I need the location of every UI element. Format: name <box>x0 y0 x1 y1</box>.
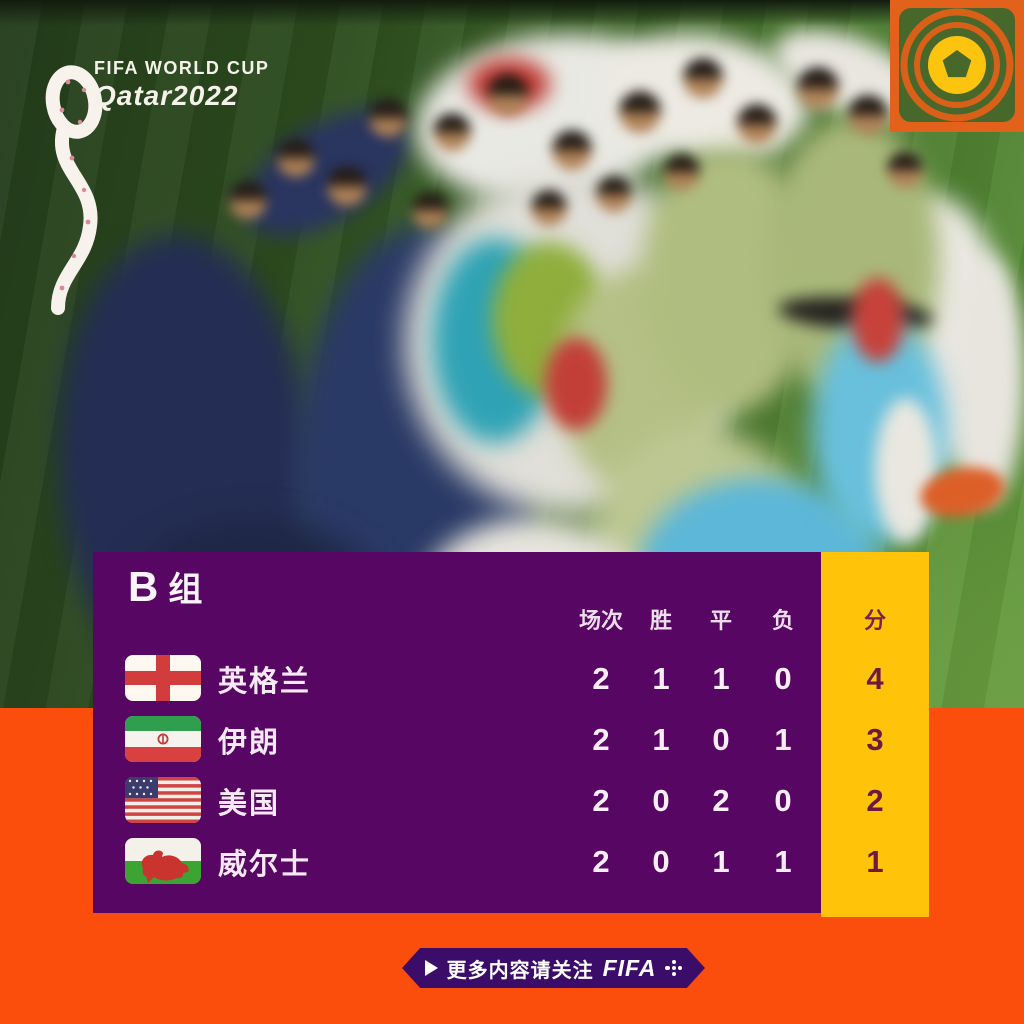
photo-player-head <box>552 130 592 170</box>
photo-player-head <box>683 58 723 98</box>
table-row-england: 英格兰 2 1 1 0 4 <box>93 648 929 709</box>
stat-played: 2 <box>592 660 610 696</box>
photo-player-head <box>619 91 661 133</box>
stat-played: 2 <box>592 843 610 879</box>
usa-flag-icon <box>125 777 201 823</box>
group-standings-table: B 组 场次 胜 平 负 分 英格兰 2 1 1 0 4 <box>93 552 929 917</box>
group-suffix: 组 <box>168 571 203 609</box>
qatar2022-emblem-icon <box>45 65 103 315</box>
stat-drawn: 0 <box>712 721 730 757</box>
photo-player-head <box>664 154 700 190</box>
photo-player-head <box>596 176 632 212</box>
follow-fifa-banner[interactable]: 更多内容请关注 FIFA <box>402 948 705 988</box>
stat-won: 1 <box>652 660 670 696</box>
photo-player-head <box>487 74 529 116</box>
world-cup-subtitle: Qatar2022 <box>94 80 239 111</box>
points-column-background <box>821 552 929 917</box>
play-icon <box>424 960 438 976</box>
stat-drawn: 1 <box>712 843 730 879</box>
fifa-brand: FIFA <box>602 954 657 981</box>
photo-player-head <box>369 99 407 137</box>
photo-player-head <box>737 104 777 144</box>
column-header-drawn: 平 <box>709 608 732 633</box>
photo-figure-blob <box>945 255 1024 505</box>
football-badge-icon <box>890 0 1024 132</box>
table-row-wales: 威尔士 2 0 1 1 1 <box>93 831 929 892</box>
stat-points: 4 <box>866 660 884 696</box>
stat-won: 0 <box>652 843 670 879</box>
photo-figure-blob <box>875 398 937 543</box>
photo-player-head <box>531 190 567 226</box>
photo-player-head <box>848 95 888 135</box>
photo-figure-blob <box>545 338 607 430</box>
stat-played: 2 <box>592 721 610 757</box>
group-title: B 组 <box>128 562 202 611</box>
column-header-points: 分 <box>863 608 886 633</box>
stat-won: 1 <box>652 721 670 757</box>
team-name: 美国 <box>218 787 281 820</box>
team-name: 伊朗 <box>218 726 281 759</box>
world-cup-logo: FIFA WORLD CUP Qatar2022 <box>28 30 288 320</box>
stat-points: 1 <box>866 843 884 879</box>
stat-lost: 0 <box>774 660 792 696</box>
stat-played: 2 <box>592 782 610 818</box>
stat-points: 2 <box>866 782 884 818</box>
stat-lost: 1 <box>774 721 792 757</box>
table-row-usa: 美国 2 0 2 0 2 <box>93 770 929 831</box>
team-name: 英格兰 <box>218 665 312 698</box>
stat-drawn: 2 <box>712 782 730 818</box>
table-background <box>93 552 821 913</box>
fifa-plus-icon <box>665 959 683 977</box>
stat-drawn: 1 <box>712 660 730 696</box>
stat-won: 0 <box>652 782 670 818</box>
photo-player-head <box>229 181 267 219</box>
wales-flag-icon <box>125 838 201 884</box>
photo-player-head <box>277 139 315 177</box>
column-header-lost: 负 <box>771 608 794 633</box>
banner-text: 更多内容请关注 <box>446 959 594 982</box>
photo-player-head <box>412 192 448 228</box>
stat-points: 3 <box>866 721 884 757</box>
photo-player-head <box>327 166 367 206</box>
world-cup-title: FIFA WORLD CUP <box>94 58 270 78</box>
group-letter: B <box>128 563 159 610</box>
photo-figure-blob <box>852 278 904 362</box>
table-row-iran: 伊朗 2 1 0 1 3 <box>93 709 929 770</box>
iran-flag-icon <box>125 716 201 762</box>
photo-player-head <box>887 152 923 188</box>
world-cup-logo-text: FIFA WORLD CUP Qatar2022 <box>94 58 269 112</box>
england-flag-icon <box>125 655 201 701</box>
photo-player-head <box>433 113 471 151</box>
column-header-won: 胜 <box>649 608 672 633</box>
stat-lost: 0 <box>774 782 792 818</box>
team-name: 威尔士 <box>218 848 312 881</box>
photo-player-head <box>797 67 839 109</box>
stat-lost: 1 <box>774 843 792 879</box>
column-header-played: 场次 <box>578 608 623 633</box>
